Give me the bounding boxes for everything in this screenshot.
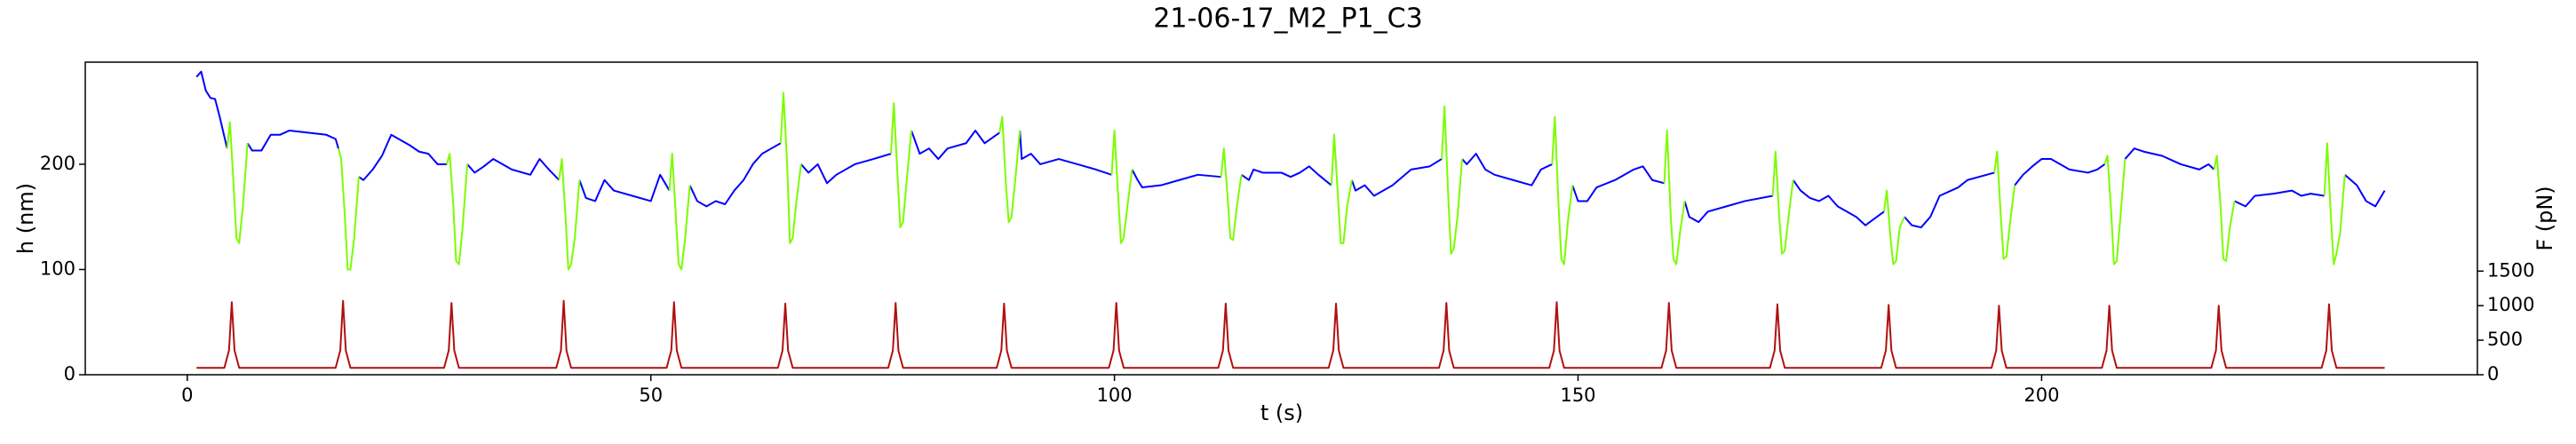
data-line	[358, 133, 448, 181]
data-line	[558, 158, 581, 271]
y-axis-label: h (nm)	[13, 183, 38, 254]
y-tick-label: 200	[40, 153, 76, 174]
y-tick-label: 0	[64, 363, 76, 385]
data-line	[337, 147, 360, 271]
chart-title: 21-06-17_M2_P1_C3	[1153, 4, 1422, 35]
data-line	[196, 299, 2385, 369]
data-line	[1882, 189, 1905, 266]
data-line	[1019, 130, 1112, 176]
data-line	[2344, 174, 2386, 208]
data-line	[890, 102, 913, 229]
data-line	[1110, 130, 1133, 244]
data-line	[1571, 165, 1665, 202]
data-line	[1663, 130, 1686, 266]
data-line	[2234, 189, 2325, 208]
x-axis-label: t (s)	[1260, 400, 1303, 425]
data-line	[779, 91, 802, 244]
data-line	[466, 158, 561, 181]
x-tick-label: 50	[639, 385, 663, 406]
data-line	[1461, 153, 1553, 186]
x-tick-label: 0	[181, 385, 193, 406]
data-line	[1904, 171, 1995, 229]
data-line	[800, 153, 892, 185]
data-line	[578, 173, 671, 202]
data-line	[2213, 155, 2236, 262]
data-line	[1350, 158, 1443, 197]
y2-tick-label: 1500	[2487, 259, 2534, 281]
data-line	[1131, 169, 1221, 189]
y2-tick-label: 1000	[2487, 294, 2534, 315]
data-line	[1551, 115, 1574, 266]
data-line	[688, 142, 782, 208]
data-line	[910, 130, 1000, 161]
data-line	[226, 121, 249, 244]
data-line	[1993, 150, 2016, 260]
x-tick-label: 150	[1560, 385, 1595, 406]
data-line	[998, 115, 1022, 224]
data-line	[446, 153, 469, 266]
y-tick-label: 100	[40, 258, 76, 279]
data-line	[2124, 147, 2215, 170]
plot-frame	[84, 61, 2478, 376]
x-tick-label: 200	[2023, 385, 2059, 406]
data-line	[2014, 158, 2105, 186]
data-line	[1792, 179, 1885, 226]
y2-tick-label: 0	[2487, 363, 2499, 385]
x-tick-label: 100	[1097, 385, 1133, 406]
data-line	[1441, 105, 1464, 255]
data-line	[1220, 147, 1243, 242]
data-line	[2323, 142, 2346, 266]
data-line	[1241, 165, 1332, 186]
data-line	[1330, 133, 1353, 244]
y2-tick-label: 500	[2487, 329, 2523, 350]
data-line	[1683, 194, 1773, 224]
data-line	[195, 70, 228, 149]
y2-axis-label: F (pN)	[2532, 186, 2557, 250]
data-line	[1771, 150, 1794, 255]
data-line	[246, 130, 339, 152]
data-line	[668, 153, 691, 271]
data-line	[2103, 155, 2127, 266]
